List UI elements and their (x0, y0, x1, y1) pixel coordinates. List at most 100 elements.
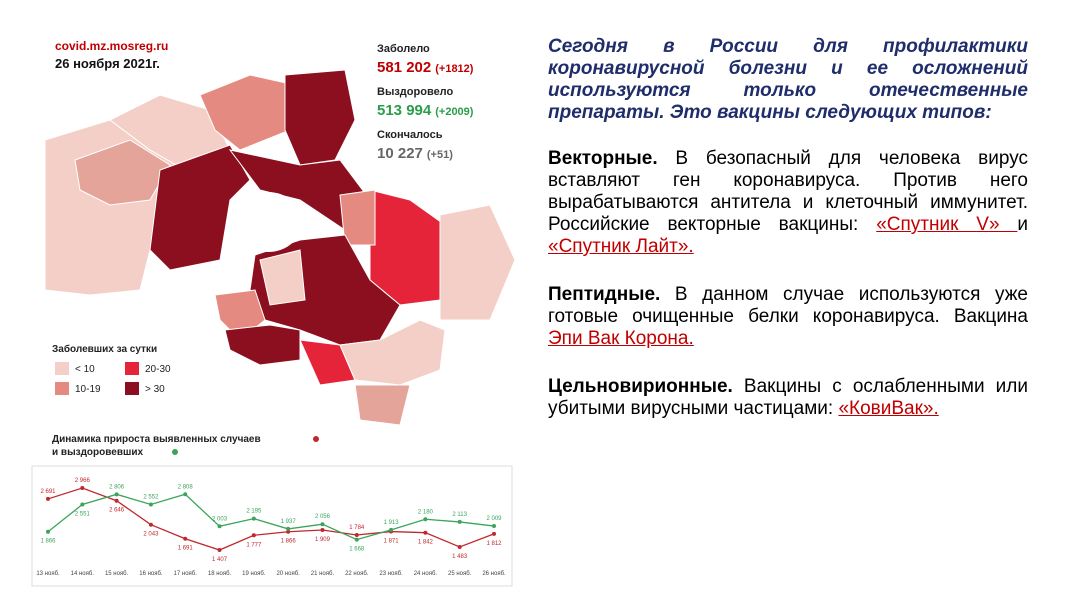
point (389, 527, 394, 532)
point (80, 486, 85, 490)
map-region (259, 249, 306, 306)
map-region (284, 69, 356, 166)
point (114, 492, 119, 497)
point (80, 502, 85, 507)
point (251, 533, 256, 538)
value-label: 2 003 (212, 516, 228, 522)
section-text: Вакцины с ослабленными или убитыми вирус… (548, 376, 1028, 419)
legend-marker (313, 436, 319, 442)
value-label: 1 866 (281, 539, 297, 545)
value-label: 2 552 (143, 494, 159, 500)
map-region (369, 189, 446, 306)
point (457, 544, 462, 549)
intro: Сегодня в России для профилактики корона… (548, 36, 1028, 123)
value-label: 2 646 (109, 508, 125, 514)
map-region (74, 139, 171, 206)
x-tick-label: 13 нояб. (36, 571, 60, 577)
x-tick-label: 17 нояб. (174, 571, 198, 577)
map-region (224, 324, 301, 366)
point (286, 529, 291, 534)
stat-value: 581 202 (377, 59, 431, 76)
value-label: 1 668 (349, 547, 365, 553)
point (46, 529, 50, 534)
value-label: 1 842 (418, 540, 434, 546)
value-label: 1 483 (452, 554, 468, 560)
vaccine-link[interactable]: «Спутник V» (876, 214, 1018, 235)
connector: и (1017, 214, 1029, 235)
section: Пептидные. В данном случае используются … (548, 284, 1028, 350)
point (251, 516, 256, 521)
map (44, 69, 516, 426)
point (148, 522, 153, 527)
x-tick-label: 20 нояб. (276, 571, 300, 577)
point (423, 517, 428, 522)
vaccine-link[interactable]: «Спутник Лайт». (548, 236, 694, 257)
x-tick-label: 23 нояб. (379, 571, 403, 577)
point (217, 548, 222, 552)
section-text: В данном случае используются уже готовые… (548, 284, 1029, 327)
section: Векторные. В безопасный для человека вир… (548, 148, 1028, 258)
legend-marker (172, 449, 178, 455)
section-text: В безопасный для человека вирус вставляю… (548, 148, 1029, 235)
stat-change: (+1812) (435, 63, 474, 75)
value-label: 2 806 (109, 484, 125, 490)
x-tick-label: 19 нояб. (242, 571, 266, 577)
stat-label: Скончалось (377, 129, 443, 141)
series-line (47, 493, 495, 541)
map-region (339, 189, 376, 246)
x-tick-label: 18 нояб. (208, 571, 232, 577)
x-tick-label: 16 нояб. (139, 571, 163, 577)
x-tick-label: 24 нояб. (414, 571, 438, 577)
value-label: 1 909 (315, 537, 331, 543)
sections: Векторные. В безопасный для человека вир… (548, 148, 1028, 420)
point (217, 524, 222, 529)
x-tick-label: 15 нояб. (105, 571, 129, 577)
value-label: 2 056 (315, 514, 331, 520)
value-label: 2 808 (178, 484, 194, 490)
point (148, 502, 153, 507)
stat-label: Выздоровело (377, 86, 454, 98)
point (457, 519, 462, 524)
point (286, 526, 291, 531)
moscow (234, 192, 302, 252)
section-term: Пептидные. (548, 284, 661, 305)
legend-swatch (55, 362, 69, 375)
x-tick-label: 25 нояб. (448, 571, 472, 577)
stats: Заболело 581 202 (+1812) Выздоровело 513 994… (377, 43, 474, 162)
point (320, 528, 325, 533)
value-label: 2 009 (486, 516, 502, 522)
chart-subtitle: и выздоровевших (52, 447, 143, 458)
vaccine-link[interactable]: Эпи Вак Корона. (548, 328, 694, 349)
chart-title: Динамика прироста выявленных случаев (52, 434, 261, 445)
value-label: 2 043 (143, 532, 159, 538)
legend-swatch (125, 362, 139, 375)
x-tick-label: 26 нояб. (482, 571, 506, 577)
section: Цельновирионные. Вакцины с ослабленными … (548, 376, 1028, 420)
point (183, 536, 188, 541)
legend-swatch (55, 382, 69, 395)
value-label: 1 937 (281, 519, 297, 525)
point (492, 531, 496, 536)
infographic: covid.mz.mosreg.ru 26 ноября 2021г. Забо… (31, 39, 516, 587)
chart-frame (31, 465, 513, 587)
value-label: 1 784 (349, 525, 365, 531)
point (423, 530, 428, 535)
section-term: Цельновирионные. (548, 376, 733, 397)
stat-value: 513 994 (377, 102, 432, 119)
value-label: 1 866 (40, 539, 56, 545)
point (492, 524, 496, 529)
value-label: 1 407 (212, 557, 228, 563)
value-label: 2 691 (40, 489, 56, 495)
date: 26 ноября 2021г. (55, 56, 160, 71)
point (114, 498, 119, 503)
value-label: 1 691 (178, 546, 194, 552)
vaccine-link[interactable]: «КовиВак». (838, 398, 939, 419)
legend-label: 10-19 (75, 384, 101, 395)
section-term: Векторные. (548, 148, 658, 169)
text-column: Сегодня в России для профилактики корона… (548, 36, 1028, 446)
point (354, 537, 359, 542)
value-label: 2 180 (418, 509, 434, 515)
legend-title: Заболевших за сутки (52, 343, 157, 355)
